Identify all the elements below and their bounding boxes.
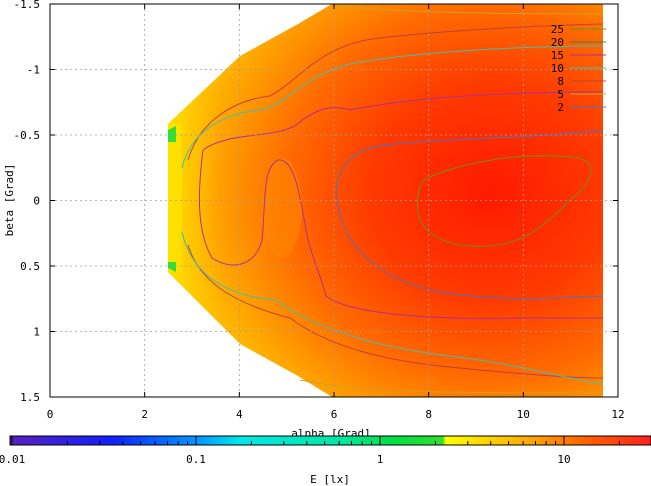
x-tick-label: 6 bbox=[331, 408, 338, 421]
legend-label: 15 bbox=[551, 49, 564, 62]
legend-label: 10 bbox=[551, 62, 564, 75]
y-axis-label: beta [Grad] bbox=[3, 164, 16, 237]
heatmap-left-strip bbox=[168, 124, 182, 272]
colorbar-tick-label: 1 bbox=[377, 453, 384, 466]
contour-8 bbox=[187, 23, 604, 161]
x-tick-label: 8 bbox=[425, 408, 432, 421]
legend-label: 5 bbox=[557, 88, 564, 101]
legend-label: 25 bbox=[551, 23, 564, 36]
legend-entry-5: 5 bbox=[557, 88, 606, 101]
legend: 25 20 15 10 8 5 2 bbox=[551, 23, 606, 114]
grid-lines bbox=[50, 4, 618, 397]
green-edge-top bbox=[168, 126, 176, 142]
colorbar-tick-label: 10 bbox=[557, 453, 570, 466]
contour-lines bbox=[181, 5, 604, 394]
colorbar-gradient bbox=[9, 435, 651, 446]
heatmap-inner-notch bbox=[262, 158, 302, 258]
x-tick-label: 12 bbox=[611, 408, 624, 421]
y-tick-label: -0.5 bbox=[14, 129, 41, 142]
y-tick-label: 0 bbox=[33, 195, 40, 208]
contour-15-bottom bbox=[198, 149, 603, 319]
contour-5-bottom bbox=[299, 379, 604, 394]
legend-label: 8 bbox=[557, 75, 564, 88]
colorbar-label: E [lx] bbox=[310, 473, 350, 486]
contour-25 bbox=[416, 155, 592, 247]
contour-2 bbox=[335, 129, 604, 299]
legend-entry-25: 25 bbox=[551, 23, 606, 36]
x-tick-label: 10 bbox=[517, 408, 530, 421]
x-tick-labels: 0 2 4 6 8 10 12 bbox=[47, 408, 625, 421]
contour-8-bottom bbox=[187, 244, 604, 379]
contour-10 bbox=[181, 45, 604, 169]
y-tick-label: -1 bbox=[27, 64, 40, 77]
y-tick-label: 0.5 bbox=[20, 260, 40, 273]
legend-entry-20: 20 bbox=[551, 36, 606, 49]
y-tick-label: 1 bbox=[33, 326, 40, 339]
contour-10-bottom bbox=[181, 231, 604, 385]
legend-entry-2: 2 bbox=[557, 101, 606, 114]
colorbar-tick-label: 0.1 bbox=[186, 453, 206, 466]
colorbar: 0.01 0.1 1 10 E [lx] bbox=[0, 435, 651, 486]
x-tick-label: 0 bbox=[47, 408, 54, 421]
colorbar-tick-marks bbox=[11, 436, 620, 445]
legend-entry-10: 10 bbox=[551, 62, 606, 75]
legend-label: 20 bbox=[551, 36, 564, 49]
x-tick-label: 4 bbox=[236, 408, 243, 421]
green-edge-bottom bbox=[168, 262, 176, 272]
contour-15 bbox=[202, 91, 604, 151]
legend-entry-8: 8 bbox=[557, 75, 606, 88]
contour-5 bbox=[331, 5, 604, 15]
legend-entry-15: 15 bbox=[551, 49, 606, 62]
legend-label: 2 bbox=[557, 101, 564, 114]
tick-marks bbox=[49, 3, 619, 398]
x-tick-label: 2 bbox=[141, 408, 148, 421]
y-tick-labels: -1.5 -1 -0.5 0 0.5 1 1.5 bbox=[14, 0, 41, 404]
colorbar-tick-label: 0.01 bbox=[0, 453, 25, 466]
y-tick-label: -1.5 bbox=[14, 0, 41, 11]
y-tick-label: 1.5 bbox=[20, 391, 40, 404]
